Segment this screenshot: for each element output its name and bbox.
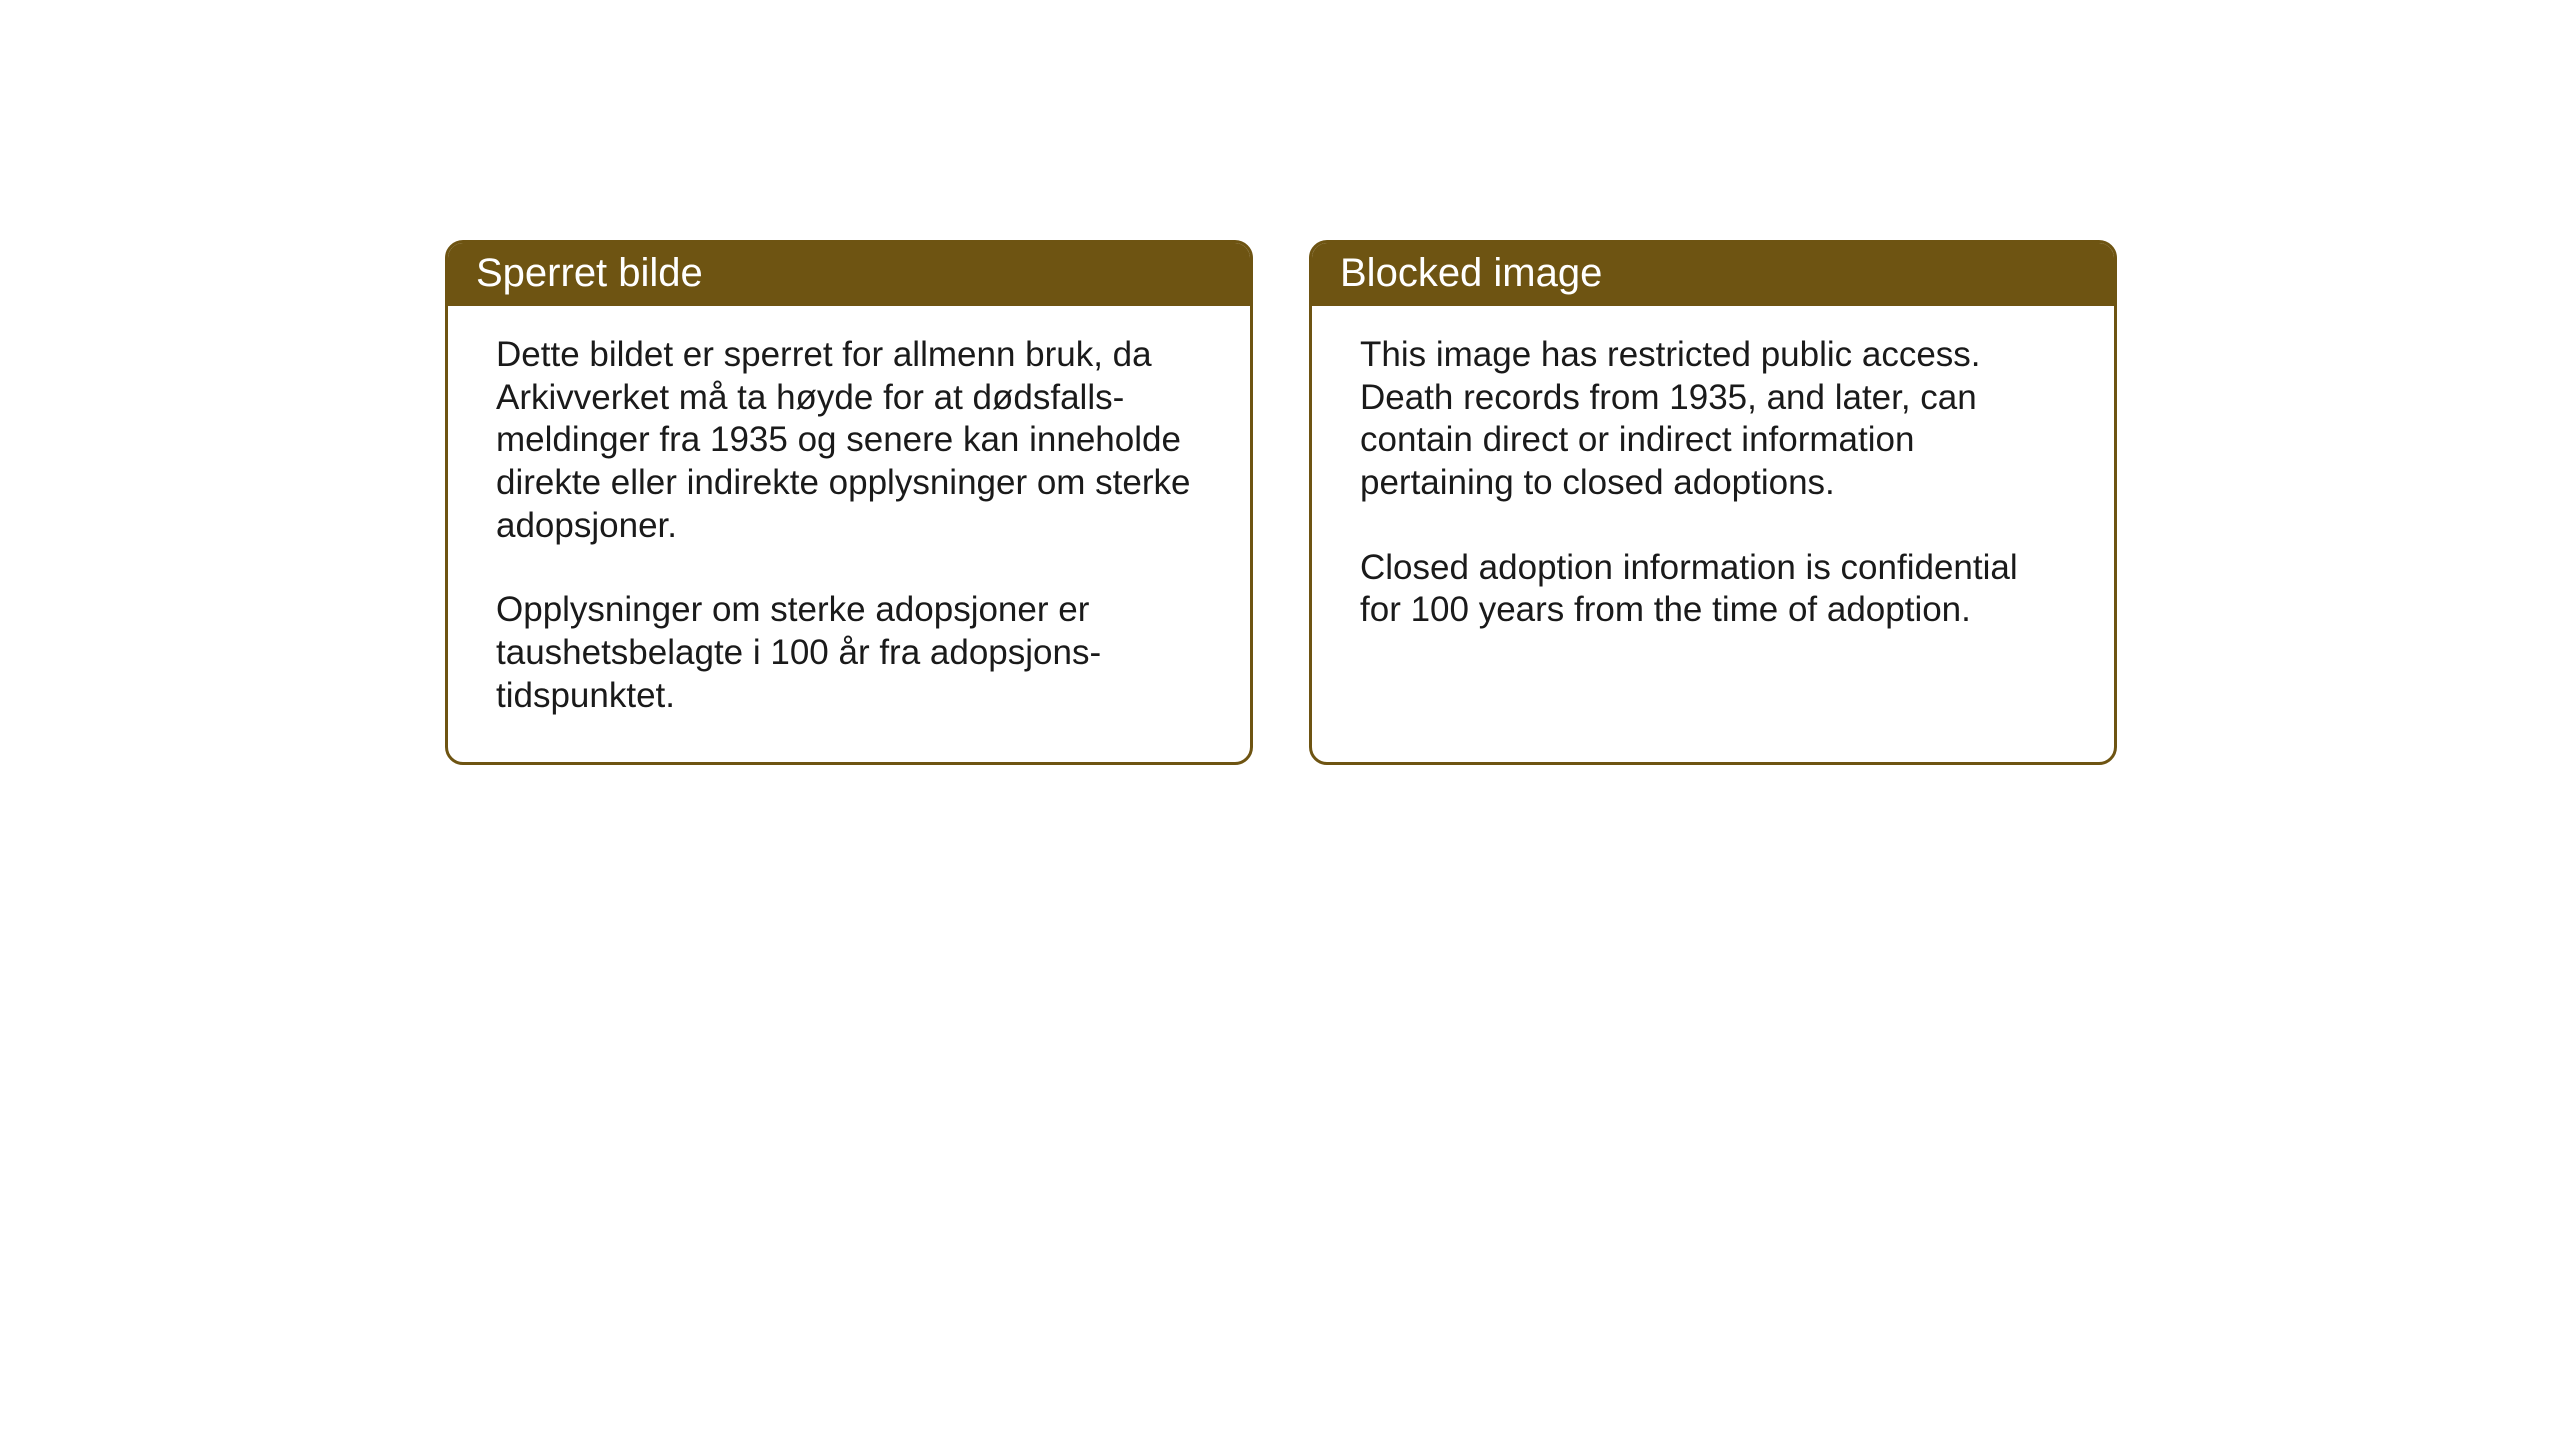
english-paragraph-2: Closed adoption information is confident… [1360,547,2066,632]
english-paragraph-1: This image has restricted public access.… [1360,334,2066,505]
norwegian-card-title: Sperret bilde [448,243,1250,306]
norwegian-card-body: Dette bildet er sperret for allmenn bruk… [448,306,1250,762]
norwegian-paragraph-1: Dette bildet er sperret for allmenn bruk… [496,334,1202,547]
english-notice-card: Blocked image This image has restricted … [1309,240,2117,765]
norwegian-notice-card: Sperret bilde Dette bildet er sperret fo… [445,240,1253,765]
notice-container: Sperret bilde Dette bildet er sperret fo… [445,240,2117,765]
english-card-body: This image has restricted public access.… [1312,306,2114,676]
english-card-title: Blocked image [1312,243,2114,306]
norwegian-paragraph-2: Opplysninger om sterke adopsjoner er tau… [496,589,1202,717]
